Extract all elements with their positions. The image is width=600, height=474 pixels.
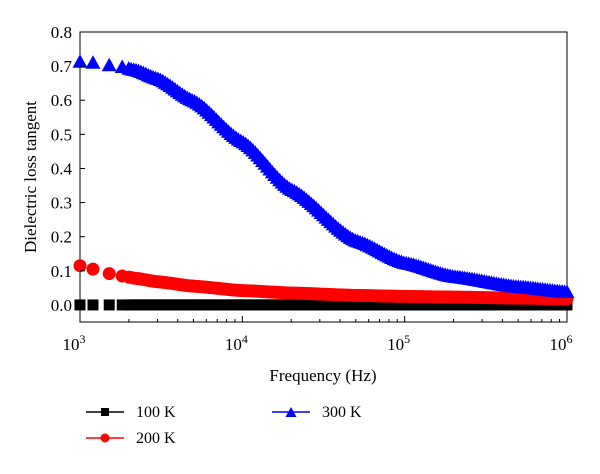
legend-marker (285, 407, 297, 417)
x-tick-label: 104 (225, 332, 248, 354)
x-axis-title: Frequency (Hz) (269, 366, 376, 385)
data-point (73, 259, 87, 273)
legend-label: 300 K (322, 404, 362, 421)
data-point (85, 55, 101, 69)
y-tick-label: 0.1 (51, 262, 72, 281)
data-point (87, 299, 99, 311)
y-axis-title: Dielectric loss tangent (21, 101, 40, 253)
data-point (102, 267, 116, 281)
data-point (86, 262, 100, 276)
legend-marker (100, 433, 110, 443)
y-tick-label: 0.6 (51, 91, 72, 110)
y-tick-label: 0.2 (51, 228, 72, 247)
y-tick-label: 0.0 (51, 296, 72, 315)
x-tick-label: 106 (550, 332, 573, 354)
data-point (116, 299, 128, 311)
legend-marker (101, 408, 109, 416)
y-tick-label: 0.8 (51, 23, 72, 42)
series-300-k (72, 54, 575, 299)
y-tick-label: 0.3 (51, 194, 72, 213)
legend-item-200-k: 200 K (86, 430, 176, 447)
legend-label: 100 K (136, 404, 176, 421)
data-point (103, 299, 115, 311)
axis-layer: 0.0 0.1 0.2 0.3 0.4 0.5 0.6 0.7 0.8 103 104 105 106 (51, 23, 573, 354)
data-point (559, 284, 575, 299)
y-tick-label: 0.7 (51, 57, 73, 76)
legend: 100 K 200 K 300 K (86, 404, 362, 447)
series-layer (72, 54, 575, 311)
legend-item-300-k: 300 K (272, 404, 362, 421)
x-tick-label: 103 (63, 332, 86, 354)
y-tick-label: 0.5 (51, 125, 72, 144)
series-200-k (73, 259, 574, 306)
legend-item-100-k: 100 K (86, 404, 176, 421)
y-tick-label: 0.4 (51, 159, 73, 178)
x-tick-label: 105 (387, 332, 410, 354)
plot-frame (79, 31, 568, 323)
data-point (101, 57, 117, 72)
data-point (72, 54, 88, 68)
legend-label: 200 K (136, 430, 176, 447)
